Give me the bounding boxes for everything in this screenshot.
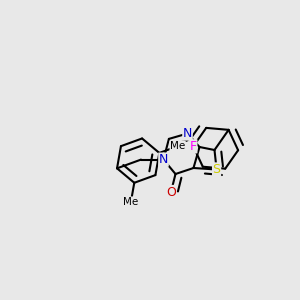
Text: S: S [213,163,220,176]
Text: Me: Me [170,141,185,151]
Text: Me: Me [123,197,139,207]
Text: O: O [166,185,176,199]
Text: N: N [183,127,192,140]
Text: N: N [159,153,168,166]
Text: F: F [190,140,197,153]
